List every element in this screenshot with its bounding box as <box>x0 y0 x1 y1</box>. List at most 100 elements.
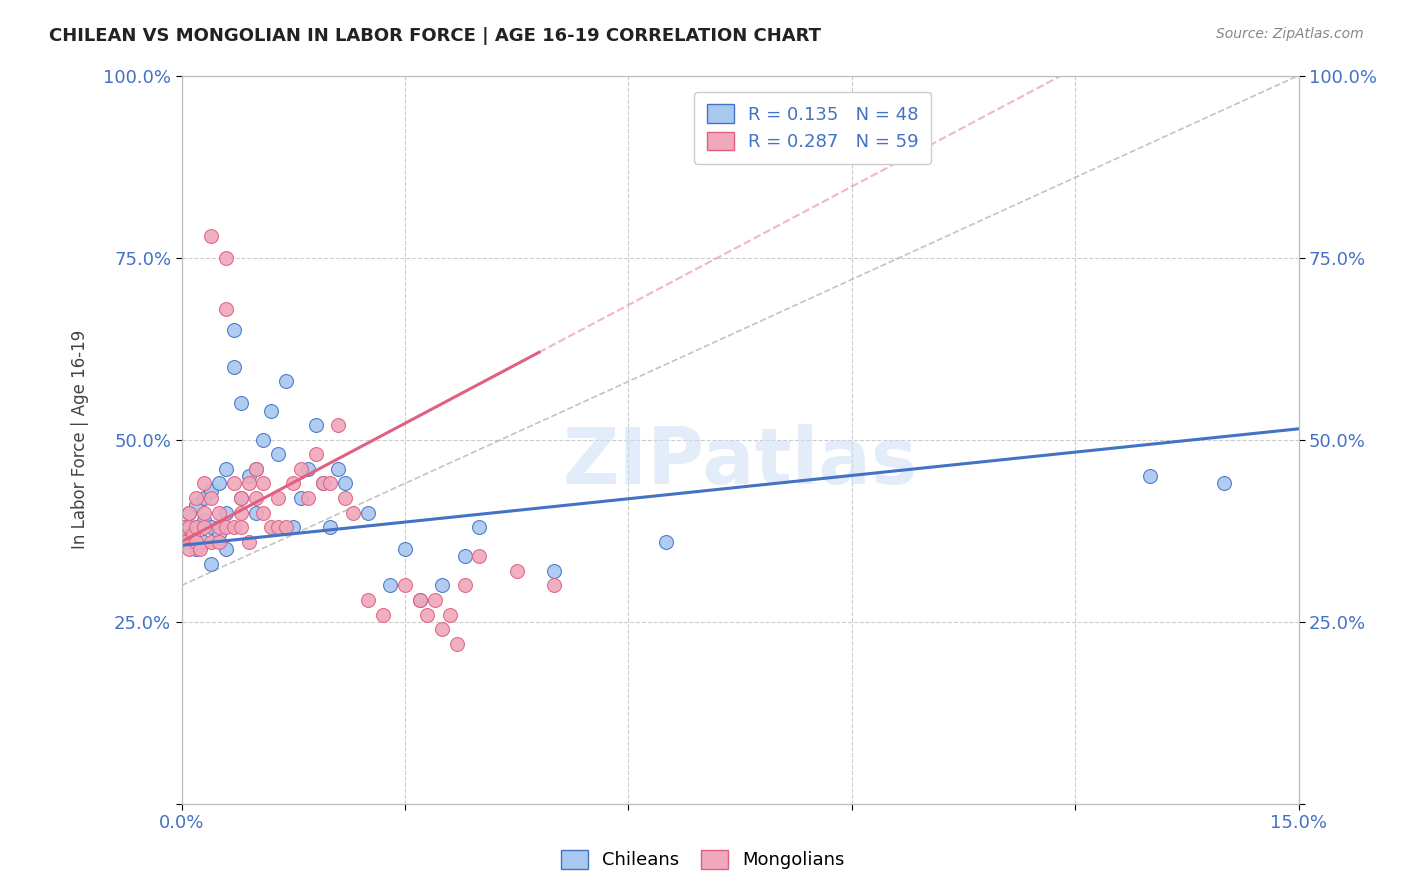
Point <box>208 527 231 541</box>
Point <box>423 593 446 607</box>
Point <box>290 462 312 476</box>
Point <box>252 506 274 520</box>
Point <box>215 462 238 476</box>
Point <box>283 520 305 534</box>
Point <box>304 447 326 461</box>
Point <box>208 506 231 520</box>
Point <box>260 403 283 417</box>
Point <box>543 578 565 592</box>
Point <box>222 323 245 337</box>
Point <box>200 228 222 243</box>
Point <box>430 578 453 592</box>
Point <box>267 520 290 534</box>
Point <box>371 607 394 622</box>
Y-axis label: In Labor Force | Age 16-19: In Labor Force | Age 16-19 <box>72 330 89 549</box>
Point <box>297 491 319 505</box>
Point <box>229 520 252 534</box>
Point <box>252 433 274 447</box>
Legend: Chileans, Mongolians: Chileans, Mongolians <box>553 841 853 879</box>
Point <box>222 359 245 374</box>
Point <box>215 301 238 316</box>
Point <box>186 520 208 534</box>
Point <box>1213 476 1236 491</box>
Point <box>267 491 290 505</box>
Point <box>208 534 231 549</box>
Point <box>193 476 215 491</box>
Point <box>505 564 527 578</box>
Point <box>208 520 231 534</box>
Point <box>297 462 319 476</box>
Point <box>342 506 364 520</box>
Point <box>439 607 461 622</box>
Point <box>174 520 197 534</box>
Point <box>186 498 208 512</box>
Point <box>177 506 200 520</box>
Point <box>229 491 252 505</box>
Point <box>274 375 297 389</box>
Point <box>468 520 491 534</box>
Point <box>200 534 222 549</box>
Point <box>252 476 274 491</box>
Point <box>215 251 238 265</box>
Point <box>319 520 342 534</box>
Point <box>335 476 357 491</box>
Point <box>543 564 565 578</box>
Point <box>181 527 204 541</box>
Point <box>446 637 468 651</box>
Point <box>222 520 245 534</box>
Point <box>430 622 453 636</box>
Point <box>174 534 197 549</box>
Point <box>193 534 215 549</box>
Text: CHILEAN VS MONGOLIAN IN LABOR FORCE | AGE 16-19 CORRELATION CHART: CHILEAN VS MONGOLIAN IN LABOR FORCE | AG… <box>49 27 821 45</box>
Point <box>326 418 349 433</box>
Point <box>193 491 215 505</box>
Point <box>394 578 416 592</box>
Point <box>274 520 297 534</box>
Point <box>394 541 416 556</box>
Point <box>238 476 260 491</box>
Point <box>173 520 195 534</box>
Point <box>453 578 475 592</box>
Point <box>409 593 432 607</box>
Point <box>238 469 260 483</box>
Point <box>200 557 222 571</box>
Point <box>357 593 380 607</box>
Point <box>188 541 211 556</box>
Point <box>229 396 252 410</box>
Point <box>208 476 231 491</box>
Point <box>654 534 676 549</box>
Point <box>283 476 305 491</box>
Point <box>186 491 208 505</box>
Point <box>1139 469 1161 483</box>
Point <box>186 541 208 556</box>
Point <box>215 520 238 534</box>
Point <box>245 491 267 505</box>
Point <box>193 506 215 520</box>
Point <box>238 534 260 549</box>
Point <box>177 527 200 541</box>
Point <box>260 520 283 534</box>
Point <box>186 534 208 549</box>
Point <box>177 541 200 556</box>
Point <box>245 506 267 520</box>
Point <box>335 491 357 505</box>
Point <box>245 462 267 476</box>
Point <box>416 607 439 622</box>
Point <box>186 520 208 534</box>
Point <box>200 520 222 534</box>
Point <box>409 593 432 607</box>
Point <box>200 491 222 505</box>
Point <box>215 506 238 520</box>
Point <box>181 534 204 549</box>
Point <box>215 541 238 556</box>
Point <box>229 506 252 520</box>
Point <box>267 447 290 461</box>
Point <box>229 491 252 505</box>
Point <box>312 476 335 491</box>
Legend: R = 0.135   N = 48, R = 0.287   N = 59: R = 0.135 N = 48, R = 0.287 N = 59 <box>695 92 931 164</box>
Point <box>312 476 335 491</box>
Point <box>193 520 215 534</box>
Point <box>177 506 200 520</box>
Point <box>453 549 475 564</box>
Point <box>177 520 200 534</box>
